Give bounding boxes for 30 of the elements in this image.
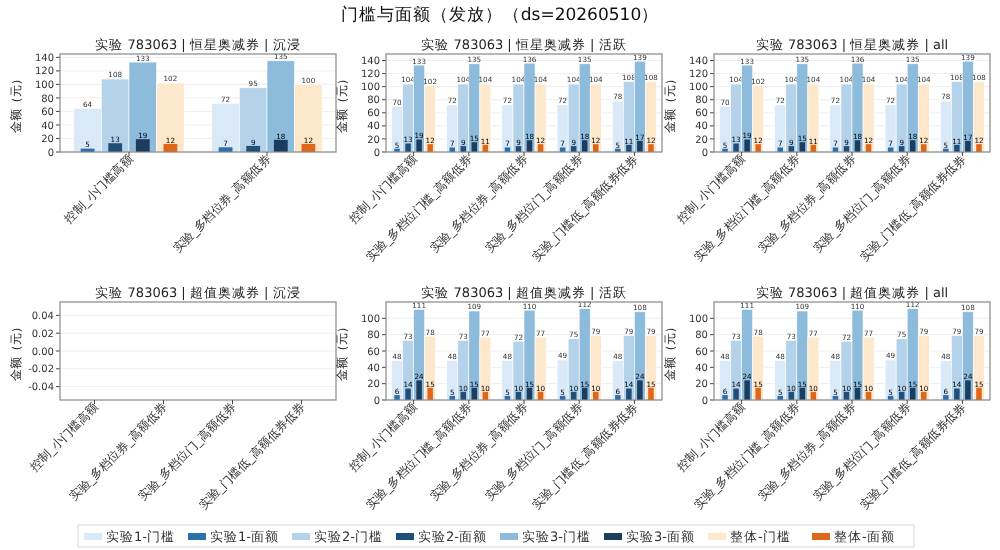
bar — [976, 387, 982, 400]
bar — [626, 144, 632, 152]
bar — [427, 144, 433, 152]
bar — [733, 388, 739, 400]
bar — [954, 144, 960, 152]
bar — [416, 139, 422, 152]
bar — [135, 139, 150, 152]
bar — [921, 391, 927, 400]
bar — [954, 388, 960, 400]
bar — [755, 144, 761, 152]
bar — [965, 380, 971, 400]
bar — [427, 387, 433, 400]
bar — [637, 140, 643, 152]
bar — [744, 380, 750, 400]
bar — [921, 144, 927, 152]
bar — [744, 139, 750, 152]
bar — [593, 391, 599, 400]
bar — [626, 388, 632, 400]
text: 门槛与面额（发放）（ds=20260510） — [340, 4, 660, 26]
bar — [637, 380, 643, 400]
bar — [976, 144, 982, 152]
bar — [648, 144, 654, 152]
bar — [108, 143, 123, 152]
bar — [593, 144, 599, 152]
bar — [648, 387, 654, 400]
bar — [405, 388, 411, 400]
bar — [416, 380, 422, 400]
bar — [965, 140, 971, 152]
bar — [273, 139, 288, 152]
bar — [755, 387, 761, 400]
